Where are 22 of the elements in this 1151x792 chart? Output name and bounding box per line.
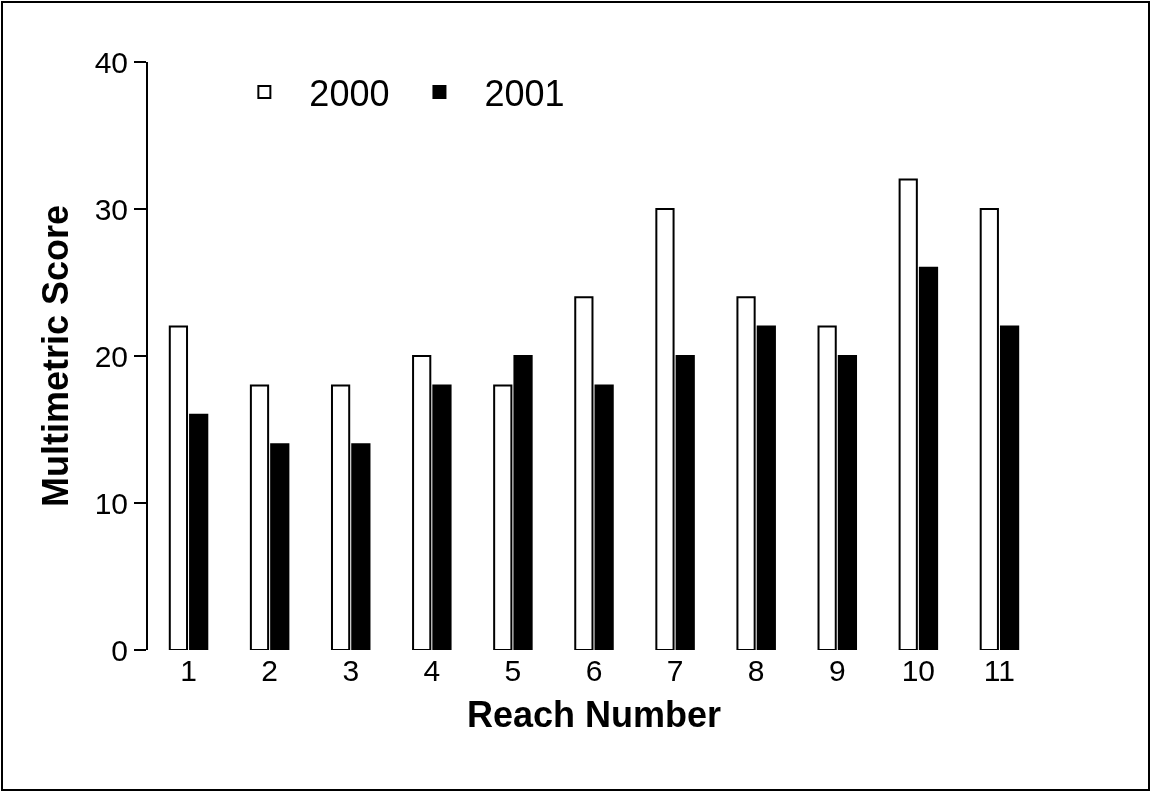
- legend-label: 2000: [309, 72, 390, 114]
- x-tick-label: 2: [261, 654, 278, 687]
- x-axis-title: Reach Number: [466, 693, 722, 735]
- x-tick-label: 5: [504, 654, 522, 687]
- x-tick-label: 3: [342, 654, 360, 687]
- x-tick-label: 8: [747, 654, 765, 687]
- x-tick-label: 6: [585, 654, 603, 687]
- legend-label: 2001: [484, 72, 565, 114]
- x-tick-label: 4: [423, 654, 441, 687]
- y-tick-label: 20: [94, 339, 128, 373]
- x-tick-label: 1: [180, 654, 197, 687]
- bar: [594, 384, 614, 650]
- bar: [574, 296, 594, 650]
- x-tick-label: 10: [901, 654, 936, 687]
- x-tick-label: 11: [983, 654, 1016, 687]
- x-tick-label: 9: [828, 654, 846, 687]
- x-tick-label: 7: [666, 654, 684, 687]
- y-tick-label: 0: [111, 633, 128, 667]
- y-tick-label: 40: [94, 45, 128, 79]
- y-tick-label: 10: [94, 486, 128, 520]
- y-axis-title: Multimetric Score: [35, 204, 77, 508]
- y-tick-label: 30: [94, 192, 128, 226]
